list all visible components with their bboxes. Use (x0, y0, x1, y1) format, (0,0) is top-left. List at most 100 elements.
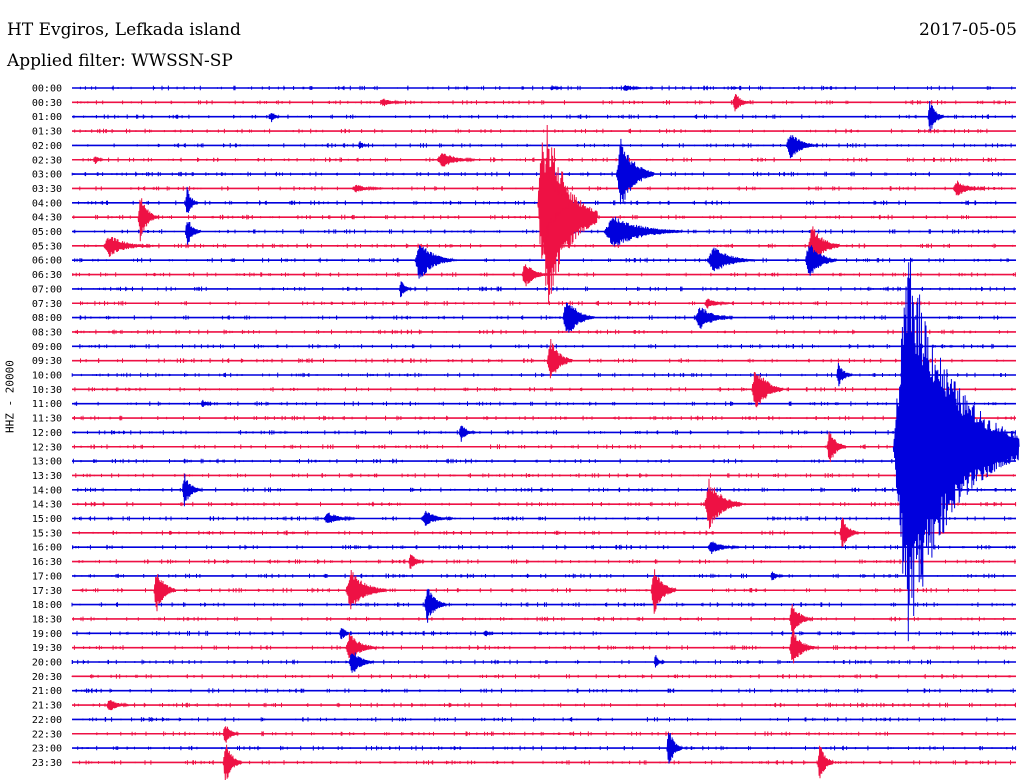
row-time-label: 14:30 (32, 500, 62, 511)
trace-noise (72, 587, 1013, 593)
seismic-event (414, 245, 454, 279)
seismic-event (694, 307, 734, 329)
row-time-label: 22:00 (32, 715, 62, 726)
seismic-event (788, 629, 816, 664)
row-time-label: 09:00 (32, 342, 62, 353)
large-seismic-event (537, 142, 570, 259)
trace-noise (72, 630, 1012, 636)
row-time-label: 19:30 (32, 643, 62, 654)
seismic-event (181, 473, 202, 507)
trace-noise (78, 530, 1009, 536)
row-time-label: 13:00 (32, 457, 62, 468)
row-time-label: 03:00 (32, 170, 62, 181)
seismic-event (788, 604, 812, 635)
row-time-label: 14:00 (32, 485, 62, 496)
row-time-label: 00:30 (32, 98, 62, 109)
seismic-event (704, 298, 731, 309)
trace-noise (75, 688, 1014, 694)
row-time-label: 01:00 (32, 112, 62, 123)
trace-noise (71, 674, 1014, 679)
seismic-event (357, 141, 369, 149)
seismic-event (817, 745, 834, 779)
trace-noise (79, 186, 1013, 191)
row-time-label: 08:30 (32, 327, 62, 338)
seismic-event (106, 700, 130, 711)
seismic-event (732, 94, 753, 112)
seismic-event (927, 100, 945, 131)
seismic-event (562, 302, 595, 333)
trace-noise (84, 243, 1014, 249)
trace-noise (82, 717, 1004, 722)
seismic-event (398, 281, 413, 298)
trace-noise (72, 487, 1012, 493)
trace-noise (74, 329, 1009, 335)
trace-noise (79, 85, 1013, 91)
row-time-label: 03:30 (32, 184, 62, 195)
seismic-event (323, 512, 356, 524)
row-time-label: 17:00 (32, 571, 62, 582)
row-time-label: 10:30 (32, 385, 62, 396)
row-time-label: 11:30 (32, 414, 62, 425)
seismic-event (540, 124, 598, 305)
row-time-label: 23:00 (32, 744, 62, 755)
row-time-label: 13:30 (32, 471, 62, 482)
trace-noise (72, 272, 1016, 277)
row-time-label: 07:00 (32, 284, 62, 295)
row-time-label: 02:30 (32, 155, 62, 166)
seismic-event (653, 655, 664, 668)
seismic-event (345, 633, 378, 662)
applied-filter-label: Applied filter: WWSSN-SP (7, 51, 233, 71)
seismic-event (546, 338, 573, 379)
row-time-label: 16:30 (32, 557, 62, 568)
row-time-label: 20:00 (32, 658, 62, 669)
seismic-event (222, 744, 243, 780)
seismic-event (770, 571, 784, 581)
seismic-event (751, 371, 784, 408)
seismic-event (103, 236, 152, 257)
row-time-label: 04:00 (32, 198, 62, 209)
row-time-label: 21:30 (32, 701, 62, 712)
seismic-event (153, 574, 177, 612)
seismic-event (603, 216, 683, 247)
seismic-event (348, 652, 375, 673)
row-time-label: 21:00 (32, 686, 62, 697)
trace-noise (75, 315, 1013, 320)
row-time-label: 02:00 (32, 141, 62, 152)
seismic-event (839, 517, 860, 547)
seismic-event (707, 247, 756, 272)
date-label: 2017-05-05 (918, 20, 1017, 40)
seismic-event (458, 425, 476, 442)
row-time-label: 08:00 (32, 313, 62, 324)
seismic-event (807, 226, 841, 264)
trace-noise (79, 343, 1008, 349)
row-time-label: 06:30 (32, 270, 62, 281)
seismic-event (650, 569, 677, 614)
row-time-label: 07:30 (32, 299, 62, 310)
seismic-event (420, 510, 454, 526)
seismic-event (345, 569, 388, 610)
row-time-label: 15:00 (32, 514, 62, 525)
trace-noise (78, 200, 1017, 206)
row-time-label: 00:00 (32, 84, 62, 95)
row-time-label: 18:00 (32, 600, 62, 611)
trace-noise (74, 573, 1004, 579)
row-time-label: 22:30 (32, 729, 62, 740)
seismic-event (339, 628, 353, 640)
seismic-event (707, 541, 740, 555)
row-time-label: 06:00 (32, 256, 62, 267)
trace-noise (72, 544, 1015, 550)
seismic-event (137, 198, 158, 242)
row-time-label: 10:00 (32, 371, 62, 382)
trace-noise (80, 300, 1006, 306)
station-title: HT Evgiros, Lefkada island (7, 20, 241, 40)
row-time-label: 18:30 (32, 614, 62, 625)
seismic-event (615, 138, 655, 205)
row-time-label: 11:00 (32, 399, 62, 410)
trace-noise (71, 602, 1013, 607)
seismic-event (521, 264, 548, 287)
seismic-event (423, 588, 447, 623)
row-time-label: 04:30 (32, 213, 62, 224)
seismic-event (351, 184, 384, 193)
trace-noise (74, 387, 1013, 392)
